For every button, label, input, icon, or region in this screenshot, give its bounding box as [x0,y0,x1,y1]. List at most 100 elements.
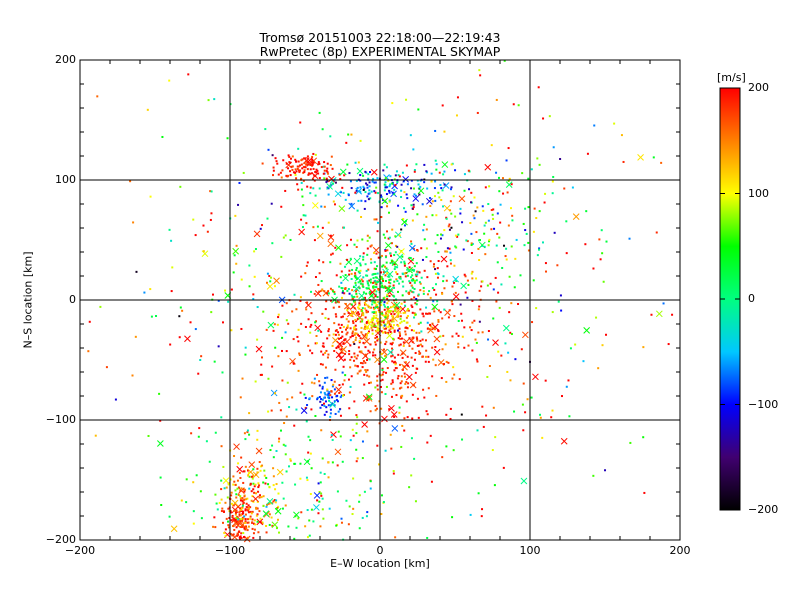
data-point-dot [362,285,365,288]
data-point-dot [432,300,435,303]
data-point-dot [302,204,305,207]
data-point-dot [322,342,325,345]
data-point-dot [221,371,224,374]
data-point-dot [384,280,387,283]
data-point-dot [498,190,501,193]
data-point-dot [342,325,345,328]
data-point-dot [484,221,487,224]
data-point-dot [478,305,481,308]
data-point-dot [274,346,277,349]
data-point-dot [337,346,340,349]
data-point-dot [310,323,313,326]
data-point-dot [584,243,587,246]
data-point-dot [253,528,256,531]
data-point-dot [321,387,324,390]
data-point-dot [229,478,232,481]
data-point-dot [277,313,280,316]
data-point-dot [339,396,342,399]
data-point-dot [355,246,358,249]
data-point-dot [403,417,406,420]
data-point-dot [400,375,403,378]
data-point-cross [361,421,368,428]
data-point-dot [254,523,257,526]
data-point-dot [372,317,375,320]
data-point-dot [268,485,271,488]
data-point-dot [368,181,371,184]
data-point-dot [234,214,237,217]
data-point-dot [217,345,220,348]
data-point-dot [209,218,212,221]
data-point-dot [376,326,379,329]
data-point-dot [277,440,280,443]
data-point-dot [261,522,264,525]
data-point-dot [323,391,326,394]
data-point-dot [380,330,383,333]
data-point-dot [517,104,520,107]
data-point-dot [310,408,313,411]
data-point-dot [457,233,460,236]
data-point-dot [242,499,245,502]
data-point-dot [491,449,494,452]
data-point-dot [369,480,372,483]
data-point-dot [317,512,320,515]
data-point-cross [303,458,311,466]
data-point-dot [336,300,339,303]
data-point-dot [372,322,375,325]
data-point-dot [285,470,288,473]
data-point-dot [419,282,422,285]
data-point-dot [385,371,388,374]
data-point-dot [374,295,377,298]
data-point-dot [363,296,366,299]
data-point-dot [471,242,474,245]
data-point-dot [449,188,452,191]
data-point-dot [357,270,360,273]
data-point-dot [346,258,349,261]
data-point-dot [242,481,245,484]
data-point-dot [236,523,239,526]
data-point-dot [368,185,371,188]
data-point-dot [333,380,336,383]
data-point-dot [432,307,435,310]
data-point-dot [244,346,247,349]
data-point-dot [303,393,306,396]
data-point-dot [349,336,352,339]
data-point-dot [434,129,437,132]
data-point-dot [367,319,370,322]
data-point-dot [385,312,388,315]
data-point-dot [246,509,249,512]
data-point-dot [220,498,223,501]
data-point-cross [353,257,361,265]
data-point-dot [593,124,596,127]
data-point-dot [244,438,247,441]
data-point-dot [345,333,348,336]
data-point-dot [454,234,457,237]
data-point-dot [449,262,452,265]
data-point-dot [374,405,377,408]
data-point-dot [317,329,320,332]
data-point-dot [326,376,329,379]
data-point-dot [321,288,324,291]
data-point-dot [238,530,241,533]
data-point-dot [387,211,390,214]
data-point-cross [384,285,392,293]
data-point-dot [398,175,401,178]
data-point-dot [358,334,361,337]
data-point-dot [224,289,227,292]
data-point-dot [376,265,379,268]
data-point-dot [401,424,404,427]
data-point-dot [334,181,337,184]
data-point-dot [270,202,273,205]
data-point-dot [393,330,396,333]
data-point-dot [307,172,310,175]
data-point-dot [563,187,566,190]
data-point-dot [416,367,419,370]
data-point-dot [270,516,273,519]
data-point-dot [327,353,330,356]
data-point-dot [340,270,343,273]
data-point-dot [244,518,247,521]
data-point-dot [423,269,426,272]
data-point-dot [503,244,506,247]
data-point-dot [302,179,305,182]
data-point-dot [392,310,395,313]
data-point-dot [282,236,285,239]
